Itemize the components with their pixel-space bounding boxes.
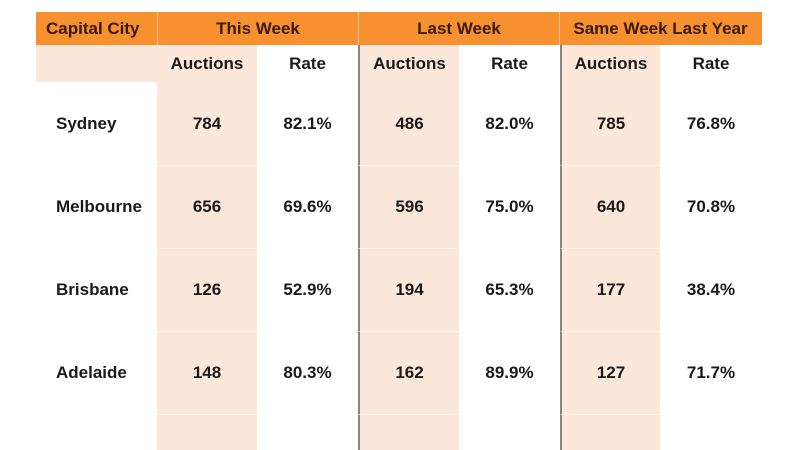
last-week-rate: 65.3% [485,279,534,299]
this-week-auctions: 148 [157,331,257,414]
last-year-rate: 76.8% [686,113,736,133]
auction-results-table: Capital City This Week Last Week Same We… [36,12,762,450]
table-subheader-row: Auctions Rate Auctions Rate Auctions Rat… [36,45,762,82]
table-row-partial [36,414,762,450]
subheader-last-year-auctions: Auctions [560,45,660,82]
city-name: Brisbane [56,279,129,299]
table-row: Melbourne 656 69.6% 596 75.0% 640 70.8% [36,165,762,248]
last-week-rate: 89.9% [485,362,534,382]
this-week-rate: 82.1% [283,113,332,133]
this-week-auctions: 126 [157,248,257,331]
city-name-clipped [36,414,157,450]
table-header-row: Capital City This Week Last Week Same We… [36,12,762,45]
last-year-auctions: 785 [560,82,660,165]
this-week-auctions: 656 [157,165,257,248]
last-year-rate: 70.8% [686,196,736,216]
subheader-this-week-auctions: Auctions [157,45,257,82]
last-week-auctions-clipped [358,414,459,450]
last-week-rate-clipped [459,414,560,450]
last-week-rate: 75.0% [485,196,534,216]
last-week-auctions: 162 [358,331,459,414]
last-year-auctions: 127 [560,331,660,414]
last-year-rate: 38.4% [686,279,736,299]
last-year-auctions: 640 [560,165,660,248]
city-name: Sydney [56,113,117,133]
last-week-auctions: 486 [358,82,459,165]
this-week-rate-clipped [257,414,358,450]
last-year-auctions: 177 [560,248,660,331]
header-capital-city: Capital City [46,18,140,38]
last-week-auctions: 596 [358,165,459,248]
header-same-week-last-year: Same Week Last Year [559,12,761,45]
this-week-auctions-clipped [157,414,257,450]
this-week-rate: 52.9% [283,279,332,299]
last-week-auctions: 194 [358,248,459,331]
last-year-rate-clipped [660,414,762,450]
subheader-last-week-auctions: Auctions [358,45,459,82]
subheader-last-week-rate: Rate [491,53,528,73]
table-row: Brisbane 126 52.9% 194 65.3% 177 38.4% [36,248,762,331]
last-year-rate: 71.7% [686,362,736,382]
header-this-week: This Week [157,12,358,45]
this-week-rate: 69.6% [283,196,332,216]
subheader-blank [36,45,157,82]
this-week-rate: 80.3% [283,362,332,382]
city-name: Melbourne [56,196,142,216]
table-row: Adelaide 148 80.3% 162 89.9% 127 71.7% [36,331,762,414]
subheader-this-week-rate: Rate [289,53,326,73]
header-last-week: Last Week [358,12,559,45]
table-row: Sydney 784 82.1% 486 82.0% 785 76.8% [36,82,762,165]
last-year-auctions-clipped [560,414,660,450]
city-name: Adelaide [56,362,127,382]
subheader-last-year-rate: Rate [692,53,730,73]
this-week-auctions: 784 [157,82,257,165]
last-week-rate: 82.0% [485,113,534,133]
